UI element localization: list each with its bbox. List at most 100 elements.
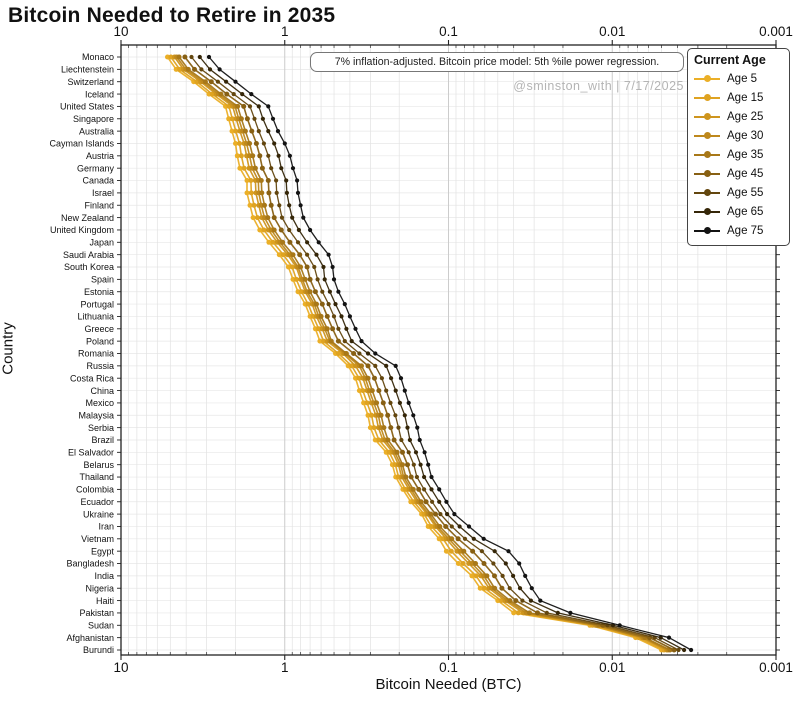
series-point xyxy=(381,425,387,431)
series-point xyxy=(256,104,261,109)
series-point xyxy=(250,215,256,221)
series-point xyxy=(349,339,354,344)
series-point xyxy=(247,104,253,109)
series-point xyxy=(224,79,229,84)
country-label: United States xyxy=(60,102,115,112)
series-point xyxy=(423,499,429,505)
legend-entry-label: Age 75 xyxy=(727,224,764,237)
series-point xyxy=(515,610,521,616)
series-point xyxy=(328,338,334,344)
series-point xyxy=(252,165,258,171)
series-point xyxy=(237,141,242,146)
series-point xyxy=(244,116,250,122)
series-point xyxy=(238,116,244,122)
series-point xyxy=(397,400,402,405)
series-point xyxy=(422,450,427,455)
series-point xyxy=(226,116,232,122)
legend-entry-label: Age 65 xyxy=(727,205,764,218)
series-point xyxy=(513,598,519,604)
series-point xyxy=(320,289,325,294)
series-point xyxy=(462,536,468,541)
series-point xyxy=(402,413,407,418)
series-point xyxy=(349,363,355,369)
series-point xyxy=(481,585,487,591)
series-point xyxy=(234,153,240,159)
series-point xyxy=(316,240,321,245)
series-point xyxy=(285,264,291,270)
country-label: Austria xyxy=(86,151,114,161)
series-point xyxy=(365,351,371,356)
series-point xyxy=(568,610,573,616)
legend-marker-icon xyxy=(694,94,720,101)
legend-entry-label: Age 15 xyxy=(727,91,764,104)
series-point xyxy=(265,215,271,221)
series-point xyxy=(473,573,479,579)
series-point xyxy=(523,573,528,579)
country-label: Colombia xyxy=(76,485,114,495)
series-point xyxy=(215,79,220,84)
legend-entry-label: Age 35 xyxy=(727,148,764,161)
series-point xyxy=(331,314,337,319)
series-point xyxy=(426,462,431,467)
series-point xyxy=(676,647,681,653)
series-point xyxy=(247,202,253,208)
series-point xyxy=(336,326,341,331)
series-point xyxy=(411,462,416,467)
series-point xyxy=(318,313,324,319)
series-point xyxy=(266,129,271,134)
series-point xyxy=(411,413,416,418)
series-point xyxy=(405,462,410,468)
series-point xyxy=(396,425,401,430)
legend-dot-icon xyxy=(704,227,711,234)
series-point xyxy=(237,165,243,171)
series-point xyxy=(416,486,422,492)
country-label: Romania xyxy=(78,349,114,359)
legend-marker-icon xyxy=(694,208,720,215)
series-point xyxy=(238,153,244,159)
series-point xyxy=(393,363,398,368)
country-label: Singapore xyxy=(73,114,114,124)
series-point xyxy=(259,165,265,171)
series-point xyxy=(278,227,284,233)
legend-entry: Age 30 xyxy=(694,126,783,145)
series-point xyxy=(305,240,310,245)
series-point xyxy=(330,264,335,270)
series-point xyxy=(369,388,375,394)
legend-entry-label: Age 55 xyxy=(727,186,764,199)
series-point xyxy=(448,548,454,554)
series-point xyxy=(353,375,358,381)
series-point xyxy=(491,561,496,566)
x-tick-label-bottom: 0.01 xyxy=(599,660,625,675)
series-point xyxy=(535,610,540,616)
series-point xyxy=(372,437,378,443)
series-point xyxy=(330,326,336,332)
series-point xyxy=(182,54,188,60)
series-point xyxy=(369,412,375,418)
legend-dot-icon xyxy=(704,113,711,120)
series-point xyxy=(229,116,235,122)
legend-dot-icon xyxy=(704,170,711,177)
series-point xyxy=(538,598,543,603)
series-point xyxy=(418,499,424,505)
x-tick-label-bottom: 10 xyxy=(113,660,128,675)
legend-entry: Age 15 xyxy=(694,88,783,107)
series-point xyxy=(479,549,484,554)
country-label: Portugal xyxy=(80,299,114,309)
country-label: New Zealand xyxy=(61,213,114,223)
series-point xyxy=(406,400,411,405)
legend-marker-icon xyxy=(694,113,720,120)
country-label: Canada xyxy=(82,176,114,186)
series-point xyxy=(295,240,301,245)
series-point xyxy=(287,227,292,233)
series-point xyxy=(282,141,287,146)
series-point xyxy=(279,215,285,220)
series-point xyxy=(666,635,672,640)
series-point xyxy=(304,264,310,270)
series-point xyxy=(506,549,511,554)
series-point xyxy=(403,486,408,492)
series-point xyxy=(520,598,525,603)
x-tick-label-top: 10 xyxy=(113,24,128,39)
series-point xyxy=(386,449,392,455)
series-point xyxy=(544,610,549,616)
